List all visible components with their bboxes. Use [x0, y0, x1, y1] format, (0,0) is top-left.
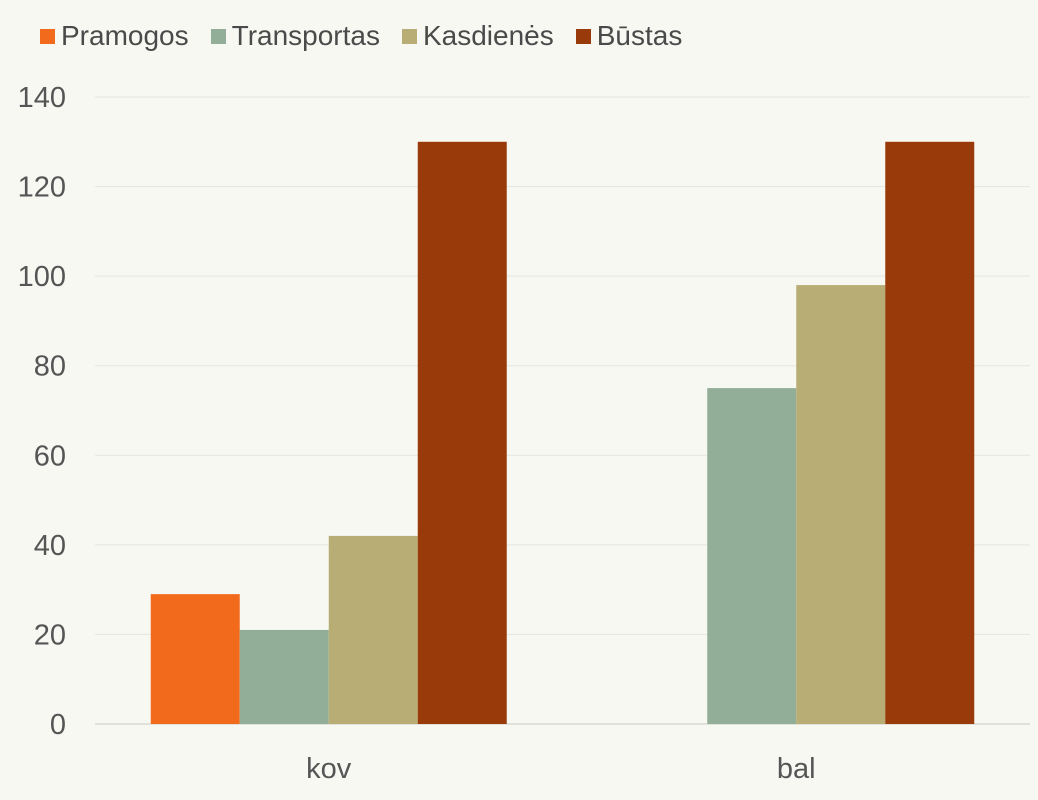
legend: Pramogos Transportas Kasdienės Būstas — [40, 18, 682, 54]
legend-item-bustas: Būstas — [575, 18, 683, 54]
bar-b-stas-kov — [417, 141, 507, 725]
bar-pramogos-kov — [150, 594, 240, 724]
legend-label-transportas: Transportas — [231, 20, 380, 51]
legend-label-kasdienes: Kasdienės — [422, 20, 554, 51]
legend-swatch-pramogos — [40, 28, 55, 44]
y-tick-label-80: 80 — [34, 351, 66, 383]
legend-item-transportas: Transportas — [210, 18, 380, 54]
x-tick-label-kov: kov — [306, 753, 352, 785]
y-tick-label-40: 40 — [34, 530, 66, 562]
bar-kasdien-s-kov — [328, 535, 418, 724]
bar-transportas-bal — [707, 388, 797, 724]
legend-label-bustas: Būstas — [596, 20, 683, 51]
y-tick-label-60: 60 — [34, 440, 66, 472]
bar-b-stas-bal — [885, 141, 975, 725]
legend-swatch-bustas — [575, 28, 591, 44]
y-tick-label-100: 100 — [18, 261, 66, 293]
y-tick-label-20: 20 — [34, 619, 66, 651]
legend-item-kasdienes: Kasdienės — [401, 18, 554, 54]
x-tick-label-bal: bal — [777, 753, 816, 785]
legend-item-pramogos: Pramogos — [40, 18, 189, 54]
y-tick-label-0: 0 — [50, 709, 66, 741]
y-tick-label-140: 140 — [18, 82, 66, 114]
bar-kasdien-s-bal — [796, 285, 886, 724]
legend-swatch-transportas — [210, 28, 226, 44]
bar-transportas-kov — [239, 629, 329, 724]
legend-swatch-kasdienes — [401, 28, 417, 44]
y-tick-label-120: 120 — [18, 172, 66, 204]
legend-label-pramogos: Pramogos — [61, 20, 189, 51]
